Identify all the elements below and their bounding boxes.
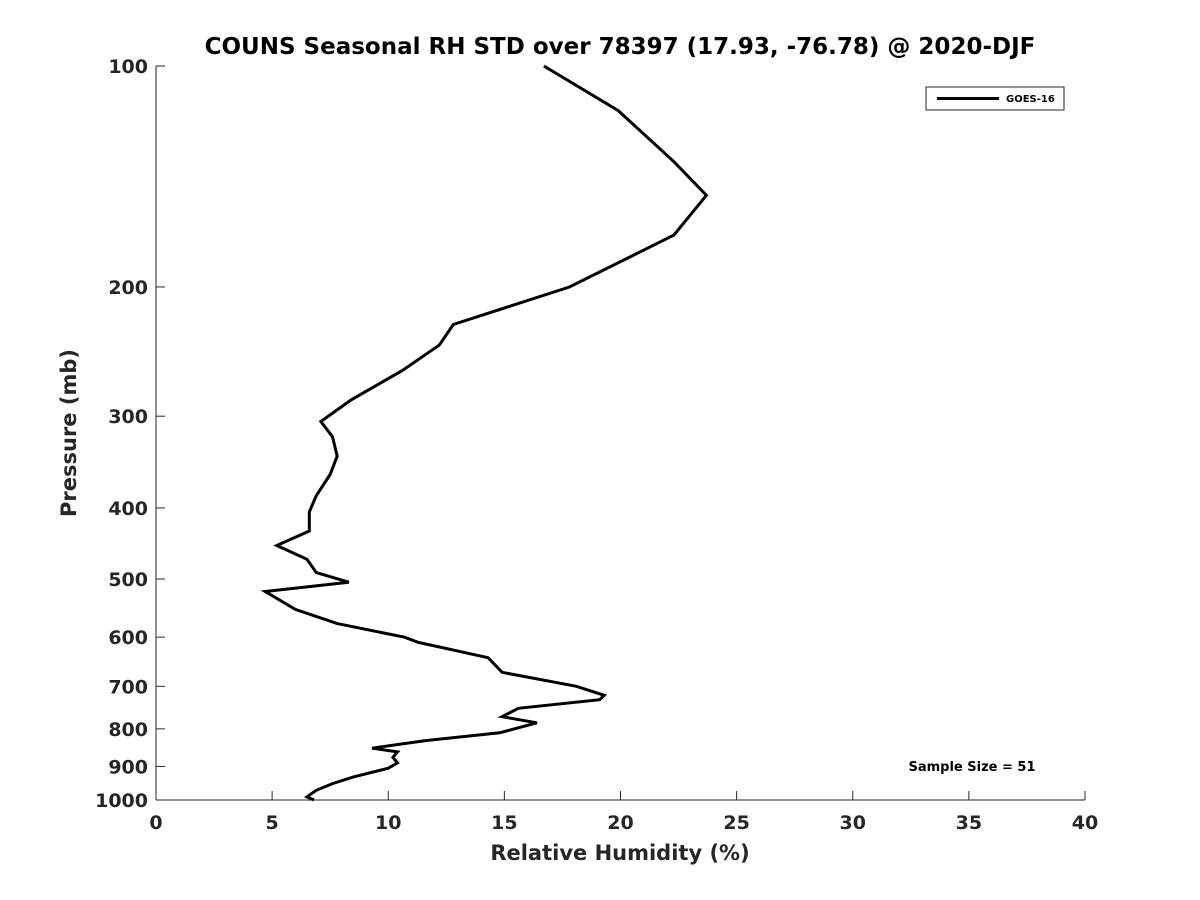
y-tick-label: 1000	[95, 790, 148, 812]
y-tick-label: 500	[108, 569, 148, 591]
y-tick-label: 900	[108, 756, 148, 778]
y-axis-ticks: 100 200 300 400 500 600 700 800 900 1000	[95, 56, 165, 812]
legend: GOES-16	[925, 86, 1065, 111]
x-tick-label: 5	[266, 812, 279, 834]
y-tick-label: 100	[108, 56, 148, 78]
x-tick-label: 10	[375, 812, 401, 834]
y-tick-label: 800	[108, 719, 148, 741]
y-tick-label: 700	[108, 676, 148, 698]
x-tick-label: 25	[723, 812, 749, 834]
legend-label-goes-16: GOES-16	[1006, 94, 1055, 105]
x-tick-label: 20	[607, 812, 633, 834]
series-line-goes-16	[260, 64, 709, 802]
y-tick-label: 600	[108, 627, 148, 649]
x-tick-label: 30	[840, 812, 866, 834]
series-layer	[260, 64, 709, 802]
y-tick-label: 400	[108, 498, 148, 520]
y-tick-label: 300	[108, 406, 148, 428]
x-tick-label: 0	[149, 812, 162, 834]
y-tick-label: 200	[108, 277, 148, 299]
x-axis-ticks: 0 5 10 15 20 25 30 35 40	[149, 791, 1098, 834]
x-tick-label: 40	[1072, 812, 1098, 834]
y-axis-label: Pressure (mb)	[57, 349, 81, 517]
x-tick-label: 35	[956, 812, 982, 834]
x-tick-label: 15	[491, 812, 517, 834]
sample-size-annotation: Sample Size = 51	[908, 760, 1035, 775]
plot-area: 0 5 10 15 20 25 30 35 40 100 200 300 400 500 600 700 80…	[95, 56, 1098, 834]
chart-title: COUNS Seasonal RH STD over 78397 (17.93,…	[205, 34, 1036, 60]
x-axis-label: Relative Humidity (%)	[490, 841, 749, 865]
